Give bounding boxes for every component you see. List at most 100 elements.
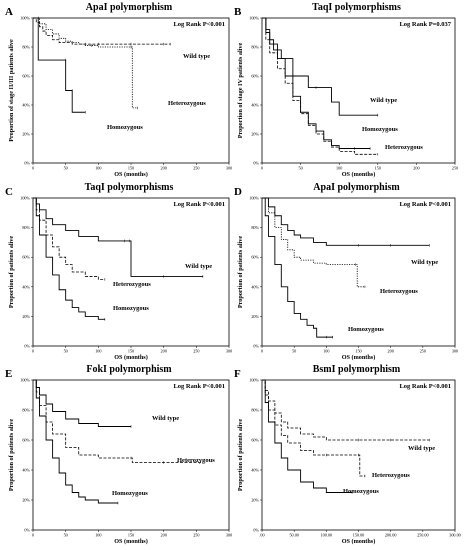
log-rank-annotation: Log Rank P<0.001 — [399, 201, 451, 208]
panel-letter: D — [234, 186, 242, 198]
curve-label-homozygous: Homozygous — [113, 305, 149, 312]
curve-heterozygous — [33, 17, 138, 109]
panel-c: C TaqI polymorphisms 0% 20% 40% 60% 80% 100% 0 50… — [5, 182, 232, 361]
y-tick-label: 60% — [251, 438, 259, 443]
x-tick-label: .00 — [259, 533, 264, 538]
y-axis-label: Proportion of patients alive — [237, 419, 244, 491]
curve-label-homozygous: Homozygous — [112, 490, 148, 497]
y-tick-label: 40% — [251, 103, 259, 108]
x-tick-label: 250.00 — [417, 533, 429, 538]
y-tick-label: 20% — [22, 132, 30, 137]
y-tick-label: 80% — [251, 408, 259, 413]
panel-letter: F — [234, 368, 241, 380]
x-tick-label: 0 — [261, 166, 263, 171]
curve-heterozygous — [262, 17, 378, 155]
y-tick-label: 60% — [22, 74, 30, 79]
y-tick-label: 60% — [251, 255, 259, 260]
panel-f: F BsmI polymorphism 0% 20% 40% 60% 80% 100% .00 5… — [234, 364, 461, 545]
curve-label-heterozygous: Heterozygous — [380, 288, 418, 295]
y-tick-label: 20% — [251, 314, 259, 319]
curve-label-wild-type: Wild type — [185, 263, 212, 270]
x-tick-label: 300 — [226, 533, 232, 538]
log-rank-annotation: Log Rank P<0.001 — [173, 201, 225, 208]
y-tick-label: 0% — [24, 528, 30, 533]
y-tick-label: 60% — [22, 438, 30, 443]
y-tick-label: 40% — [22, 284, 30, 289]
panel-letter: C — [5, 186, 13, 198]
y-tick-label: 20% — [22, 314, 30, 319]
panel-d: D ApaI polymorphism 0% 20% 40% 60% 80% 100% 0 50 1… — [234, 182, 458, 361]
x-tick-label: 200 — [161, 166, 167, 171]
curve-homozygous — [262, 379, 353, 493]
x-tick-label: 100 — [336, 166, 342, 171]
x-tick-label: 50 — [64, 349, 68, 354]
y-tick-label: 0% — [24, 161, 30, 166]
curve-label-wild-type: Wild type — [183, 53, 210, 60]
plot-frame — [32, 379, 230, 531]
x-tick-label: 150.00 — [353, 533, 365, 538]
x-tick-label: 250 — [193, 533, 199, 538]
y-tick-label: 60% — [22, 255, 30, 260]
panel-letter: A — [5, 6, 13, 18]
curve-label-heterozygous: Heterozygous — [168, 100, 206, 107]
curve-homozygous — [33, 17, 86, 113]
y-tick-label: 100% — [20, 16, 30, 21]
x-axis-label: OS (months) — [114, 354, 148, 361]
panel-letter: E — [5, 368, 12, 380]
x-tick-label: 200 — [413, 166, 419, 171]
curve-label-heterozygous: Heterozygous — [372, 472, 410, 479]
log-rank-annotation: Log Rank P<0.001 — [399, 383, 451, 390]
curve-heterozygous — [33, 197, 105, 280]
x-axis-label: OS (months) — [114, 538, 148, 545]
x-tick-label: 150 — [375, 166, 381, 171]
y-tick-label: 100% — [249, 378, 259, 383]
panel-b: B TaqI polymorphisms 0% 20% 40% 60% 80% 100% 0 50… — [234, 2, 458, 178]
plot-frame — [261, 197, 456, 347]
chart-title: BsmI polymorphism — [313, 364, 401, 375]
log-rank-annotation: Log Rank P<0.001 — [173, 383, 225, 390]
plot-frame — [32, 17, 230, 164]
x-tick-label: 250 — [452, 166, 458, 171]
x-tick-label: 200 — [161, 533, 167, 538]
x-tick-label: 0 — [261, 349, 263, 354]
curve-heterozygous — [262, 379, 365, 477]
curve-label-heterozygous: Heterozygous — [177, 457, 215, 464]
x-axis-label: OS (months) — [342, 354, 376, 361]
curve-heterozygous — [33, 379, 203, 463]
x-tick-label: 0 — [32, 533, 34, 538]
curve-label-wild-type: Wild type — [408, 445, 435, 452]
curve-wild-type — [262, 197, 430, 246]
y-tick-label: 0% — [253, 161, 259, 166]
y-axis-label: Proportion of patients alive — [237, 236, 244, 308]
log-rank-annotation: Log Rank P=0.037 — [399, 21, 451, 28]
plot-frame — [261, 17, 456, 164]
x-tick-label: 300.00 — [449, 533, 461, 538]
y-tick-label: 20% — [22, 498, 30, 503]
y-axis-label: Proportion of stage II/III patients aliv… — [8, 39, 15, 142]
x-tick-label: 50 — [292, 349, 296, 354]
y-tick-label: 20% — [251, 498, 259, 503]
x-tick-label: 200.00 — [385, 533, 397, 538]
y-tick-label: 40% — [22, 103, 30, 108]
x-tick-label: 100 — [95, 349, 101, 354]
x-tick-label: 100 — [323, 349, 329, 354]
curve-wild-type — [262, 379, 430, 441]
x-tick-label: 300 — [226, 349, 232, 354]
y-tick-label: 80% — [22, 45, 30, 50]
panel-e: E FokI polymorphism 0% 20% 40% 60% 80% 100% 0 50 1… — [5, 364, 232, 545]
y-tick-label: 100% — [249, 196, 259, 201]
curve-label-homozygous: Homozygous — [348, 326, 384, 333]
y-axis-label: Proportion of stage IV patients alive — [237, 43, 244, 139]
curve-heterozygous — [262, 197, 365, 288]
y-tick-label: 80% — [251, 45, 259, 50]
x-tick-label: 300 — [452, 349, 458, 354]
x-axis-label: OS (months) — [342, 171, 376, 178]
x-tick-label: 50 — [64, 533, 68, 538]
x-tick-label: 200 — [161, 349, 167, 354]
y-tick-label: 40% — [251, 284, 259, 289]
y-tick-label: 20% — [251, 132, 259, 137]
curve-label-heterozygous: Heterozygous — [113, 281, 151, 288]
y-tick-label: 100% — [249, 16, 259, 21]
x-tick-label: 0 — [32, 349, 34, 354]
chart-title: ApaI polymorphism — [313, 182, 400, 193]
